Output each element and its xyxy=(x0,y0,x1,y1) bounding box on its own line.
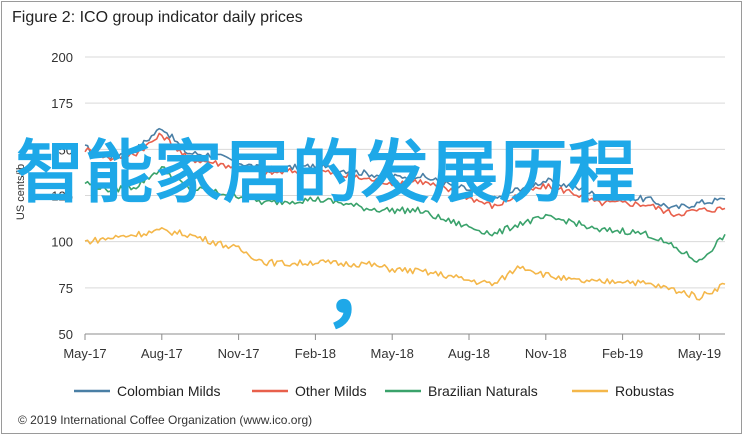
x-tick-label-May-19: May-19 xyxy=(678,346,721,361)
y-tick-label-50: 50 xyxy=(59,327,73,342)
x-tick-label-Nov-18: Nov-18 xyxy=(525,346,567,361)
y-tick-label-100: 100 xyxy=(51,235,73,250)
y-tick-label-75: 75 xyxy=(59,281,73,296)
x-tick-label-Feb-19: Feb-19 xyxy=(602,346,643,361)
series-line-robustas xyxy=(84,227,726,301)
legend-label-colombian-milds: Colombian Milds xyxy=(117,383,220,399)
legend-label-robustas: Robustas xyxy=(615,383,674,399)
legend-label-other-milds: Other Milds xyxy=(295,383,367,399)
series-line-other-milds xyxy=(84,132,726,218)
x-tick-label-Nov-17: Nov-17 xyxy=(218,346,260,361)
source-note: © 2019 International Coffee Organization… xyxy=(18,413,313,427)
x-tick-label-Aug-17: Aug-17 xyxy=(141,346,183,361)
overlay-punctuation: ， xyxy=(324,245,404,338)
x-tick-label-May-17: May-17 xyxy=(63,346,106,361)
series-lines xyxy=(84,127,726,301)
y-axis-label: US cents/lb xyxy=(15,164,27,220)
y-axis-ticks: 50 75 100 125 150 175 200 xyxy=(51,50,73,342)
y-tick-label-200: 200 xyxy=(51,50,73,65)
legend: Colombian Milds Other Milds Brazilian Natu… xyxy=(74,383,674,399)
chart-title: Figure 2: ICO group indicator daily pric… xyxy=(12,9,303,26)
overlay-text: 智能家居的发展历程 xyxy=(16,134,638,213)
y-tick-label-125: 125 xyxy=(51,189,73,204)
y-tick-label-150: 150 xyxy=(51,142,73,157)
series-line-colombian-milds xyxy=(84,127,726,210)
x-tick-label-Feb-18: Feb-18 xyxy=(295,346,336,361)
legend-label-brazilian-naturals: Brazilian Naturals xyxy=(428,383,538,399)
x-axis: May-17 Aug-17 Nov-17 Feb-18 May-18 Aug-18 Nov-… xyxy=(63,333,725,361)
y-tick-label-175: 175 xyxy=(51,96,73,111)
series-line-brazilian-naturals xyxy=(84,166,726,263)
x-tick-label-Aug-18: Aug-18 xyxy=(448,346,490,361)
x-tick-label-May-18: May-18 xyxy=(371,346,414,361)
